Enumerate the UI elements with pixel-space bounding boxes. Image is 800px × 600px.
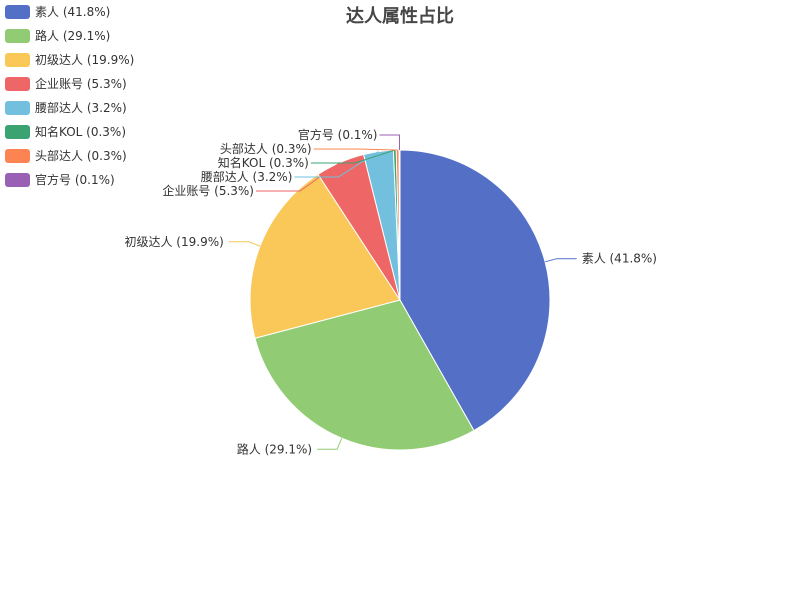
slice-label-1: 路人 (29.1%) — [237, 441, 312, 456]
legend-swatch — [5, 101, 30, 115]
legend-swatch — [5, 53, 30, 67]
legend-swatch — [5, 173, 30, 187]
legend-label: 头部达人 (0.3%) — [35, 148, 127, 163]
legend-item-3[interactable]: 企业账号 (5.3%) — [5, 76, 127, 91]
legend-label: 企业账号 (5.3%) — [35, 76, 127, 91]
slice-label-5: 知名KOL (0.3%) — [218, 155, 309, 170]
legend-swatch — [5, 125, 30, 139]
leader-line-2 — [229, 242, 260, 246]
slice-label-7: 官方号 (0.1%) — [298, 127, 378, 142]
legend-item-5[interactable]: 知名KOL (0.3%) — [5, 124, 126, 139]
legend-label: 初级达人 (19.9%) — [35, 53, 134, 67]
legend-swatch — [5, 29, 30, 43]
legend-label: 官方号 (0.1%) — [35, 172, 115, 187]
legend-swatch — [5, 77, 30, 91]
slice-label-6: 头部达人 (0.3%) — [220, 141, 312, 156]
legend-label: 素人 (41.8%) — [35, 5, 110, 19]
legend-swatch — [5, 149, 30, 163]
legend-label: 路人 (29.1%) — [35, 28, 110, 43]
slice-label-0: 素人 (41.8%) — [582, 252, 657, 266]
legend-label: 知名KOL (0.3%) — [35, 124, 126, 139]
legend-item-7[interactable]: 官方号 (0.1%) — [5, 172, 115, 187]
slice-label-3: 企业账号 (5.3%) — [162, 183, 254, 198]
chart-title: 达人属性占比 — [346, 5, 454, 27]
legend-item-1[interactable]: 路人 (29.1%) — [5, 28, 110, 43]
leader-line-0 — [545, 259, 577, 262]
leader-line-6 — [314, 149, 398, 150]
legend-item-4[interactable]: 腰部达人 (3.2%) — [5, 100, 127, 115]
leader-line-1 — [317, 438, 342, 449]
pie-slices — [250, 150, 550, 450]
legend-label: 腰部达人 (3.2%) — [35, 100, 127, 115]
legend-item-0[interactable]: 素人 (41.8%) — [5, 5, 110, 19]
pie-chart: 达人属性占比 素人 (41.8%) 路人 (29.1%) 初级达人 (19.9%) 企… — [0, 0, 800, 600]
legend: 素人 (41.8%) 路人 (29.1%) 初级达人 (19.9%) 企业账号 (5.… — [5, 5, 134, 187]
legend-item-2[interactable]: 初级达人 (19.9%) — [5, 53, 134, 67]
slice-label-4: 腰部达人 (3.2%) — [201, 169, 293, 184]
legend-item-6[interactable]: 头部达人 (0.3%) — [5, 148, 127, 163]
leader-line-7 — [380, 135, 400, 150]
slice-label-2: 初级达人 (19.9%) — [124, 235, 223, 249]
legend-swatch — [5, 5, 30, 19]
